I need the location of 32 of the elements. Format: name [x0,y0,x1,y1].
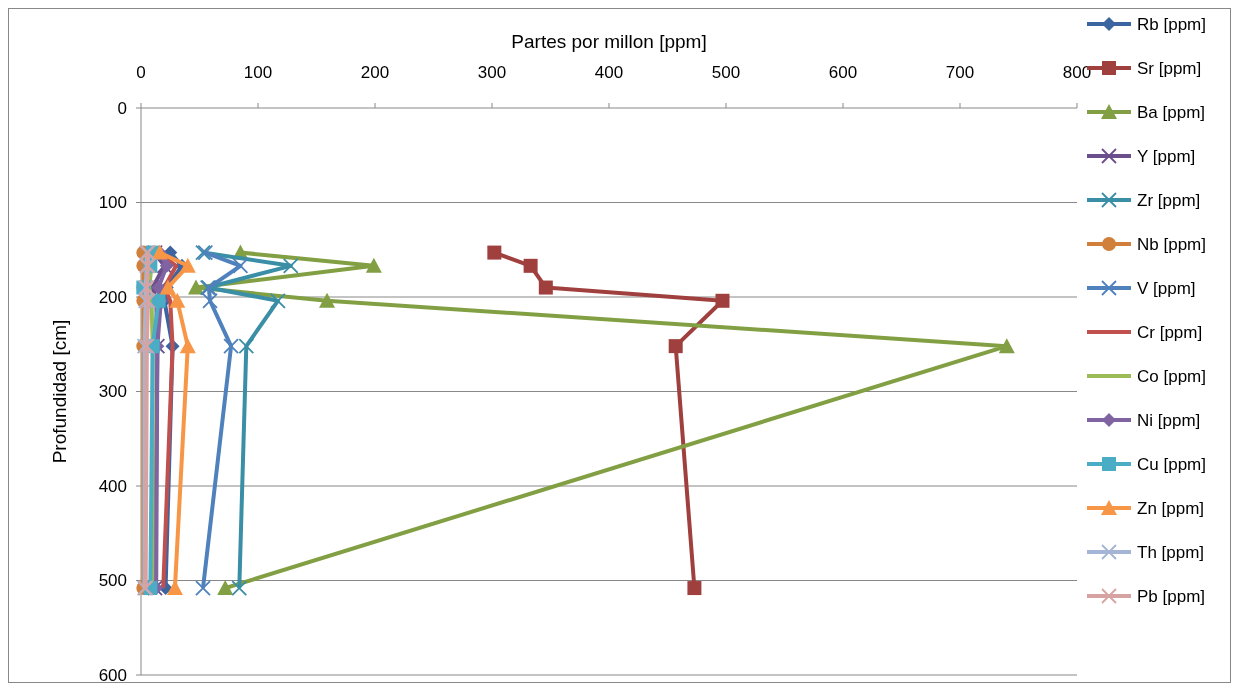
y-tick-label: 100 [98,193,127,213]
x-tick-label: 700 [945,63,975,82]
y-tick-label: 200 [98,287,127,307]
legend-label: Sr [ppm] [1137,58,1202,78]
legend-label: V [ppm] [1137,278,1196,298]
x-tick-label: 100 [243,63,273,82]
x-tick-label: 200 [360,63,390,82]
legend-label: Zn [ppm] [1137,498,1205,518]
x-tick-label: 600 [828,63,858,82]
x-axis-title: Partes por millon [ppm] [511,31,707,52]
x-tick-label: 500 [711,63,741,82]
x-tick-label: 300 [477,63,507,82]
legend-label: Cr [ppm] [1137,322,1203,342]
x-tick-label: 800 [1062,63,1092,82]
x-tick-label: 0 [136,63,146,82]
y-axis-title: Profundidad [cm] [49,319,70,464]
legend-label: Th [ppm] [1137,542,1205,562]
y-tick-label: 500 [98,571,127,591]
legend-label: Rb [ppm] [1137,14,1206,34]
y-tick-label: 600 [98,665,127,685]
legend-label: Ni [ppm] [1137,410,1201,430]
legend-label: Cu [ppm] [1137,454,1206,474]
legend-label: Y [ppm] [1137,146,1196,166]
legend-label: Nb [ppm] [1137,234,1206,254]
x-tick-label: 400 [594,63,624,82]
y-tick-label: 0 [117,98,127,118]
y-tick-label: 300 [98,382,127,402]
legend-label: Co [ppm] [1137,366,1206,386]
legend-label: Pb [ppm] [1137,586,1206,606]
y-tick-label: 400 [98,476,127,496]
legend-label: Zr [ppm] [1137,190,1201,210]
legend-label: Ba [ppm] [1137,102,1206,122]
